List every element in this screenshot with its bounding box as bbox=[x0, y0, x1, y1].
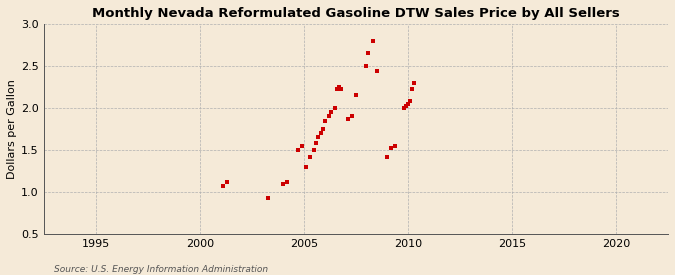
Point bbox=[367, 39, 378, 43]
Point bbox=[350, 93, 361, 98]
Point bbox=[346, 114, 357, 119]
Point bbox=[313, 135, 324, 139]
Point bbox=[277, 181, 288, 186]
Point bbox=[311, 141, 322, 145]
Point bbox=[263, 196, 274, 200]
Point bbox=[317, 127, 328, 131]
Point bbox=[300, 164, 311, 169]
Point bbox=[331, 87, 342, 92]
Point bbox=[404, 99, 415, 103]
Point bbox=[329, 106, 340, 110]
Point bbox=[304, 155, 315, 159]
Point bbox=[406, 87, 417, 92]
Point bbox=[323, 114, 334, 119]
Point bbox=[281, 180, 292, 184]
Point bbox=[402, 101, 413, 106]
Point bbox=[386, 146, 397, 150]
Point bbox=[398, 106, 409, 110]
Point bbox=[381, 155, 392, 159]
Point bbox=[334, 85, 345, 89]
Point bbox=[296, 144, 307, 148]
Y-axis label: Dollars per Gallon: Dollars per Gallon bbox=[7, 79, 17, 179]
Point bbox=[221, 180, 232, 184]
Point bbox=[325, 110, 336, 114]
Point bbox=[319, 118, 330, 123]
Point bbox=[342, 117, 353, 121]
Text: Source: U.S. Energy Information Administration: Source: U.S. Energy Information Administ… bbox=[54, 265, 268, 274]
Point bbox=[371, 69, 382, 73]
Point bbox=[336, 87, 347, 92]
Title: Monthly Nevada Reformulated Gasoline DTW Sales Price by All Sellers: Monthly Nevada Reformulated Gasoline DTW… bbox=[92, 7, 620, 20]
Point bbox=[361, 64, 372, 68]
Point bbox=[217, 184, 228, 188]
Point bbox=[315, 131, 326, 135]
Point bbox=[309, 148, 320, 152]
Point bbox=[390, 144, 401, 148]
Point bbox=[363, 51, 374, 56]
Point bbox=[292, 148, 303, 152]
Point bbox=[400, 104, 411, 108]
Point bbox=[409, 81, 420, 85]
